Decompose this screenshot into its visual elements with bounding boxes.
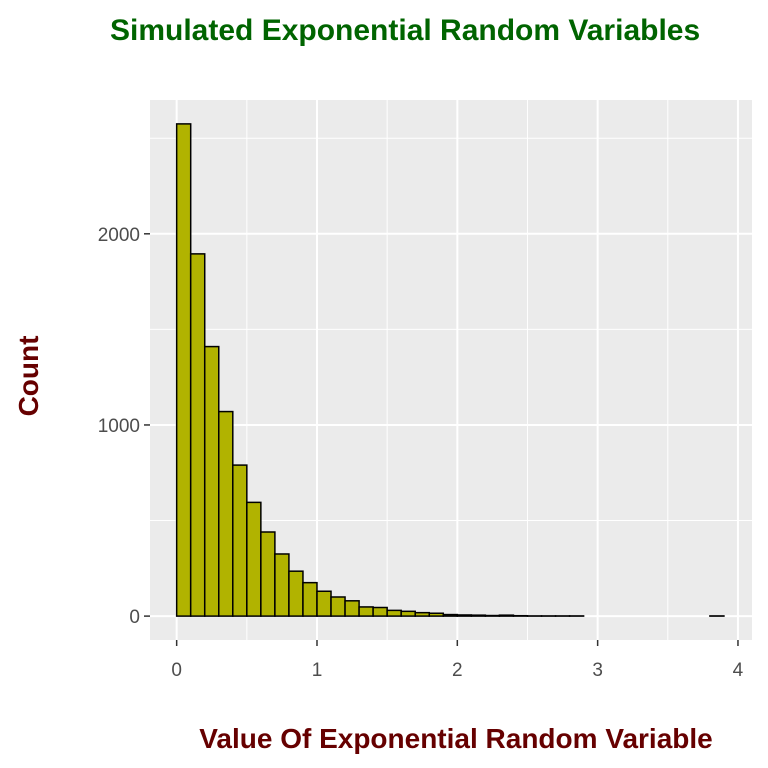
x-tick-label: 0: [171, 660, 182, 681]
histogram-bar: [442, 613, 459, 617]
histogram-bar: [330, 596, 346, 617]
histogram-bar: [414, 611, 430, 617]
histogram-bar: [246, 501, 262, 617]
histogram-bar: [203, 345, 220, 617]
histogram-bar: [372, 606, 388, 617]
histogram-bar: [260, 531, 276, 617]
histogram-bar: [358, 606, 374, 617]
histogram-bar: [232, 464, 248, 617]
y-tick-label: 2000: [98, 225, 140, 246]
histogram-bar: [302, 581, 318, 617]
chart-title: Simulated Exponential Random Variables: [110, 14, 700, 47]
histogram-bar: [484, 614, 501, 617]
histogram-bar: [189, 253, 206, 617]
histogram-bar: [456, 614, 473, 617]
x-tick-label: 3: [592, 660, 603, 681]
histogram-bars: [175, 123, 725, 617]
histogram-bar: [386, 609, 402, 617]
histogram-bar: [288, 570, 304, 617]
x-axis-title: Value Of Exponential Random Variable: [199, 723, 712, 754]
histogram-bar: [498, 614, 515, 617]
histogram-bar: [218, 410, 234, 617]
histogram-bar: [428, 612, 445, 617]
axes: 0 1 2 3 4 0 1000 2000: [98, 225, 744, 681]
histogram-bar: [400, 610, 416, 617]
y-tick-label: 1000: [98, 416, 140, 437]
histogram-bar: [344, 600, 360, 617]
histogram-bar: [175, 123, 192, 617]
y-tick-label: 0: [129, 607, 140, 628]
histogram-bar: [470, 614, 487, 617]
y-axis-title: Count: [13, 336, 44, 417]
histogram-bar: [316, 590, 332, 617]
histogram-bar: [274, 553, 290, 617]
x-tick-label: 2: [452, 660, 463, 681]
x-tick-label: 4: [733, 660, 744, 681]
x-tick-label: 1: [312, 660, 323, 681]
